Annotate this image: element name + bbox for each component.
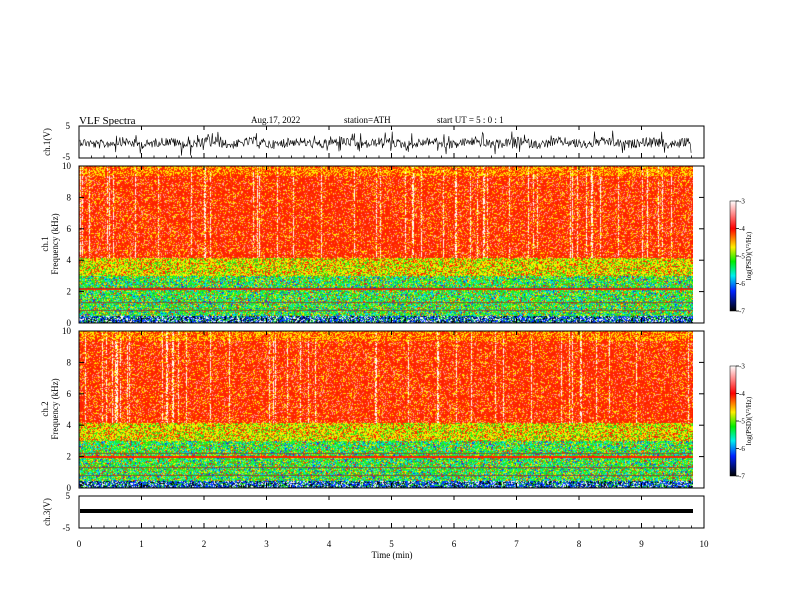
ch3-waveform-trace [80,509,693,513]
ch1-colorbar-label: log(PSD)(V²/Hz) [745,231,753,280]
ch2-freq-ticks: 0 2 4 6 8 10 [62,326,704,493]
freq-tick-label: 10 [62,326,72,336]
ch1-spectrogram-image [79,166,693,323]
freq-tick-label: 6 [67,224,72,234]
time-tick-label: 7 [514,539,519,549]
ch2-colorbar: -3 -4 -5 -6 -7 log(PSD)(V²/Hz) [729,363,753,481]
ch1-ytick-bottom: -5 [63,152,71,162]
ch3-ytick-top: 5 [66,491,71,501]
time-tick-label: 10 [700,539,710,549]
ch2-colorbar-gradient [729,365,737,477]
time-tick-label: 9 [639,539,644,549]
ch1-colorbar-gradient [729,200,737,312]
freq-tick-label: 2 [67,452,72,462]
colorbar-tick-label: -6 [739,280,745,288]
time-axis: 0 1 2 3 4 5 6 7 8 9 10 [77,126,709,549]
station-label: station=ATH [344,115,391,125]
ch2-ylabel-channel: ch.2 [40,401,50,416]
time-tick-label: 1 [139,539,144,549]
ch2-spectrogram-image [79,331,693,488]
freq-tick-label: 6 [67,389,72,399]
freq-tick-label: 10 [62,161,72,171]
time-tick-label: 8 [577,539,582,549]
ch1-ytick-top: 5 [66,121,71,131]
freq-tick-label: 4 [67,420,72,430]
ch1-ylabel: ch.1(V) [42,128,52,156]
colorbar-tick-label: -3 [739,363,745,371]
time-axis-label: Time (min) [372,550,413,560]
time-tick-label: 3 [264,539,269,549]
freq-tick-label: 0 [67,483,72,493]
ch3-ytick-bottom: -5 [63,523,71,533]
time-tick-label: 0 [77,539,82,549]
ch1-colorbar-ticks: -3 -4 -5 -6 -7 [736,198,745,316]
ch1-spectrogram-panel: 0 2 4 6 8 10 ch.1 Frequency (kHz) [40,161,705,328]
ch1-freq-ticks: 0 2 4 6 8 10 [62,161,704,328]
ch2-spectrogram-panel: 0 2 4 6 8 10 ch.2 Frequency (kHz) [40,326,705,493]
ch1-ylabel-frequency: Frequency (kHz) [50,213,60,274]
freq-tick-label: 0 [67,318,72,328]
date-label: Aug.17, 2022 [251,115,300,125]
colorbar-tick-label: -5 [739,418,745,426]
freq-tick-label: 4 [67,255,72,265]
colorbar-tick-label: -3 [739,198,745,206]
time-tick-label: 6 [452,539,457,549]
ch2-colorbar-label: log(PSD)(V²/Hz) [745,396,753,445]
ch2-colorbar-ticks: -3 -4 -5 -6 -7 [736,363,745,481]
ch1-colorbar: -3 -4 -5 -6 -7 log(PSD)(V²/Hz) [729,198,753,316]
time-tick-label: 4 [327,539,332,549]
freq-tick-label: 8 [67,357,72,367]
time-tick-label: 5 [389,539,394,549]
freq-tick-label: 2 [67,287,72,297]
colorbar-tick-label: -7 [739,473,745,481]
ch1-ylabel-channel: ch.1 [40,236,50,251]
ch2-ylabel-frequency: Frequency (kHz) [50,378,60,439]
figure-title: VLF Spectra [79,115,136,127]
ch3-ylabel: ch.3(V) [42,498,52,526]
time-tick-label: 2 [202,539,207,549]
ch1-waveform-panel: 5 -5 ch.1(V) [42,121,705,162]
colorbar-tick-label: -4 [739,225,745,233]
freq-tick-label: 8 [67,192,72,202]
ch1-waveform-trace [79,130,692,156]
colorbar-tick-label: -4 [739,390,745,398]
colorbar-tick-label: -5 [739,253,745,261]
start-time-label: start UT = 5 : 0 : 1 [437,115,504,125]
colorbar-tick-label: -7 [739,308,745,316]
colorbar-tick-label: -6 [739,445,745,453]
